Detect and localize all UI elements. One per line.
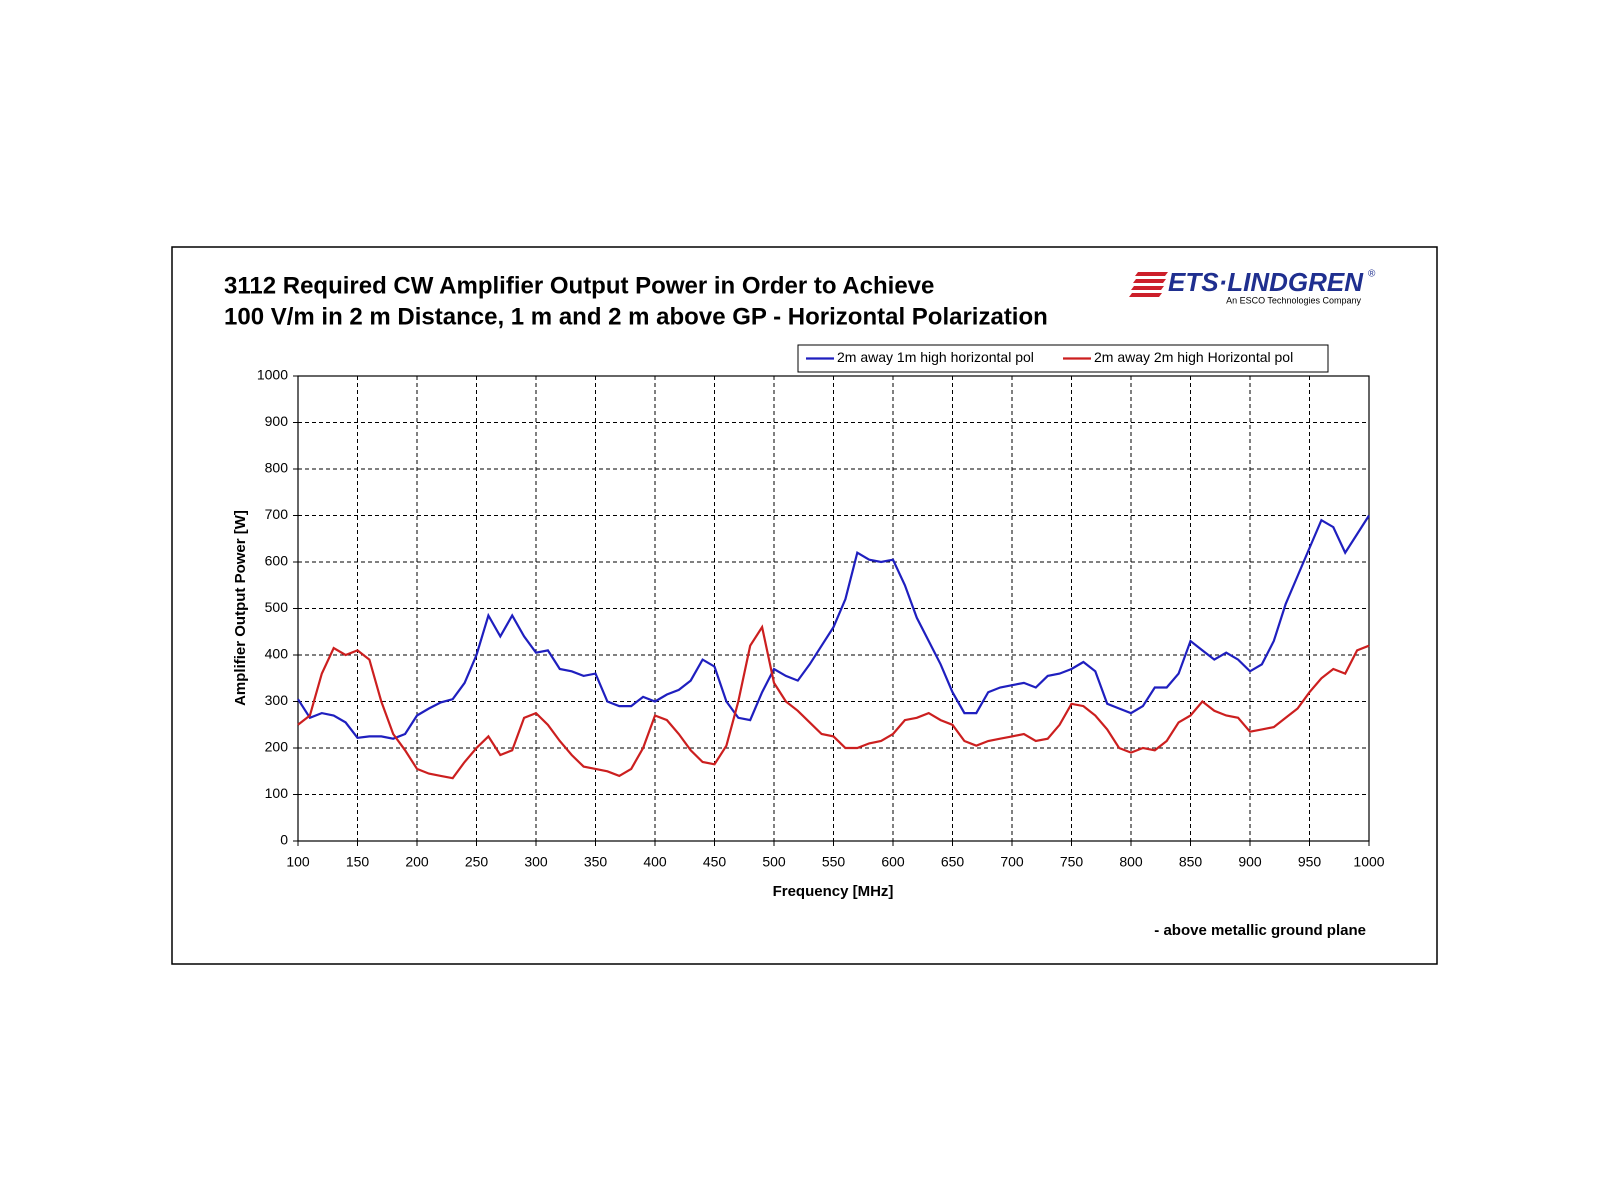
x-tick-label: 900 [1238, 854, 1262, 870]
x-tick-label: 200 [405, 854, 429, 870]
x-axis-label: Frequency [MHz] [773, 883, 894, 900]
y-tick-label: 900 [265, 413, 289, 429]
y-tick-label: 300 [265, 692, 289, 708]
y-tick-label: 500 [265, 599, 289, 615]
x-tick-label: 650 [941, 854, 965, 870]
y-tick-label: 400 [265, 646, 289, 662]
logo-registered: ® [1368, 269, 1376, 280]
chart-title: 100 V/m in 2 m Distance, 1 m and 2 m abo… [224, 303, 1048, 330]
logo-mark [1129, 272, 1168, 297]
y-tick-label: 700 [265, 506, 289, 522]
logo: ETS·LINDGREN [1168, 267, 1364, 297]
x-tick-label: 100 [286, 854, 310, 870]
y-tick-label: 600 [265, 553, 289, 569]
x-tick-label: 850 [1179, 854, 1203, 870]
x-tick-label: 250 [465, 854, 489, 870]
x-tick-label: 750 [1060, 854, 1084, 870]
y-tick-label: 200 [265, 739, 289, 755]
x-tick-label: 1000 [1353, 854, 1384, 870]
y-tick-label: 100 [265, 785, 289, 801]
y-axis-label: Amplifier Output Power [W] [232, 510, 249, 706]
x-tick-label: 300 [524, 854, 548, 870]
y-tick-label: 0 [280, 832, 288, 848]
annotation: - above metallic ground plane [1154, 922, 1366, 939]
x-tick-label: 150 [346, 854, 370, 870]
y-tick-label: 800 [265, 460, 289, 476]
x-tick-label: 400 [643, 854, 667, 870]
legend-label: 2m away 1m high horizontal pol [837, 349, 1034, 365]
data-line [297, 624, 1370, 780]
chart-title: 3112 Required CW Amplifier Output Power … [224, 272, 934, 299]
x-tick-label: 700 [1000, 854, 1024, 870]
logo-subtitle: An ESCO Technologies Company [1226, 295, 1361, 305]
x-tick-label: 450 [703, 854, 727, 870]
x-tick-label: 950 [1298, 854, 1322, 870]
x-tick-label: 500 [762, 854, 786, 870]
x-tick-label: 550 [822, 854, 846, 870]
y-tick-label: 1000 [257, 367, 288, 383]
data-line [297, 514, 1370, 740]
legend-label: 2m away 2m high Horizontal pol [1094, 349, 1293, 365]
x-tick-label: 350 [584, 854, 608, 870]
x-tick-label: 600 [881, 854, 905, 870]
x-tick-label: 800 [1119, 854, 1143, 870]
logo-stripes [1129, 272, 1168, 297]
